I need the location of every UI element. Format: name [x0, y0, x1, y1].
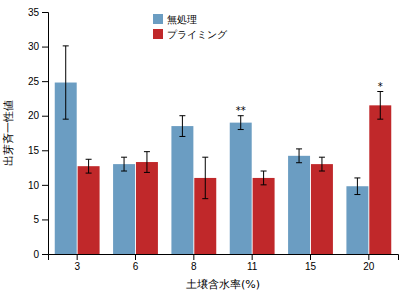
x-tick: 20: [363, 254, 375, 272]
y-tick-mark: [42, 185, 48, 186]
y-tick-mark: [42, 81, 48, 82]
x-tick: 8: [191, 254, 197, 272]
y-tick: 5: [33, 214, 48, 225]
y-tick-label: 0: [33, 249, 39, 260]
x-tick: 6: [133, 254, 139, 272]
chart: 36811152005101520253035***無処理プライミング土壌含水率…: [0, 0, 408, 294]
legend-item: プライミング: [153, 29, 228, 40]
y-tick: 30: [28, 41, 48, 52]
y-tick: 25: [28, 76, 48, 87]
series: [55, 46, 369, 254]
bar: [113, 164, 135, 254]
annotation: **: [236, 105, 246, 116]
error-bar: [63, 46, 69, 119]
bar: [136, 162, 158, 254]
error-bar: [144, 152, 150, 173]
bar: [78, 166, 100, 254]
y-tick-mark: [42, 12, 48, 13]
marks: [55, 46, 392, 254]
y-tick-label: 20: [28, 110, 40, 121]
x-tick: 3: [74, 254, 80, 272]
bar: [346, 186, 368, 254]
x-tick-label: 11: [247, 261, 258, 272]
y-tick-label: 25: [28, 76, 40, 87]
legend-label: プライミング: [167, 29, 228, 40]
y-tick-mark: [42, 47, 48, 48]
bar: [253, 178, 275, 254]
annotations: ***: [236, 81, 383, 116]
plot-area: 36811152005101520253035***無処理プライミング: [28, 7, 399, 272]
x-tick-label: 20: [363, 261, 375, 272]
x-tick-label: 6: [133, 261, 139, 272]
y-tick-mark: [42, 219, 48, 220]
y-tick-label: 30: [28, 41, 40, 52]
error-bar: [238, 116, 244, 130]
y-tick-mark: [42, 254, 48, 255]
legend: 無処理プライミング: [153, 14, 228, 40]
x-axis: 3 6 8 11 15 20: [49, 254, 399, 272]
x-tick-mark: [193, 254, 194, 260]
error-bar: [86, 159, 92, 173]
legend-swatch: [153, 14, 163, 24]
y-axis: 0 5 10 15 20 25 30 35: [28, 7, 49, 260]
x-axis-title: 土壌含水率(%): [186, 278, 260, 291]
y-tick-label: 5: [33, 214, 39, 225]
error-bar: [202, 157, 208, 198]
x-tick-label: 15: [305, 261, 317, 272]
error-bar: [319, 157, 325, 171]
x-tick: 11: [247, 254, 258, 272]
x-tick-label: 8: [191, 261, 197, 272]
y-tick-mark: [42, 150, 48, 151]
x-tick-mark: [310, 254, 311, 260]
x-axis-line: [49, 255, 399, 261]
y-axis-line: [42, 13, 49, 255]
error-bar: [179, 116, 185, 137]
bar: [369, 105, 391, 254]
y-tick-mark: [42, 116, 48, 117]
x-tick-mark: [368, 254, 369, 260]
y-tick-label: 10: [28, 180, 40, 191]
y-tick-label: 35: [28, 7, 40, 18]
y-tick: 10: [28, 180, 48, 191]
y-axis-title: 出芽斉一性値: [2, 100, 15, 166]
x-tick-label: 3: [74, 261, 80, 272]
x-tick-mark: [77, 254, 78, 260]
error-bar: [354, 178, 360, 195]
error-bar: [261, 171, 267, 185]
error-bar: [121, 157, 127, 171]
y-tick: 20: [28, 110, 48, 121]
x-tick-mark: [252, 254, 253, 260]
y-tick: 0: [33, 249, 48, 260]
bar: [311, 164, 333, 254]
legend-swatch: [153, 29, 163, 39]
annotation: *: [378, 81, 383, 92]
y-tick-label: 15: [28, 145, 40, 156]
x-tick: 15: [305, 254, 317, 272]
y-tick: 15: [28, 145, 48, 156]
error-bar: [377, 92, 383, 120]
series: [78, 92, 392, 254]
bar: [171, 126, 193, 254]
legend-item: 無処理: [153, 14, 197, 25]
x-tick-mark: [135, 254, 136, 260]
y-tick: 35: [28, 7, 48, 18]
error-bar: [296, 149, 302, 163]
bar: [230, 123, 252, 254]
legend-label: 無処理: [167, 14, 197, 25]
bar: [288, 156, 310, 254]
